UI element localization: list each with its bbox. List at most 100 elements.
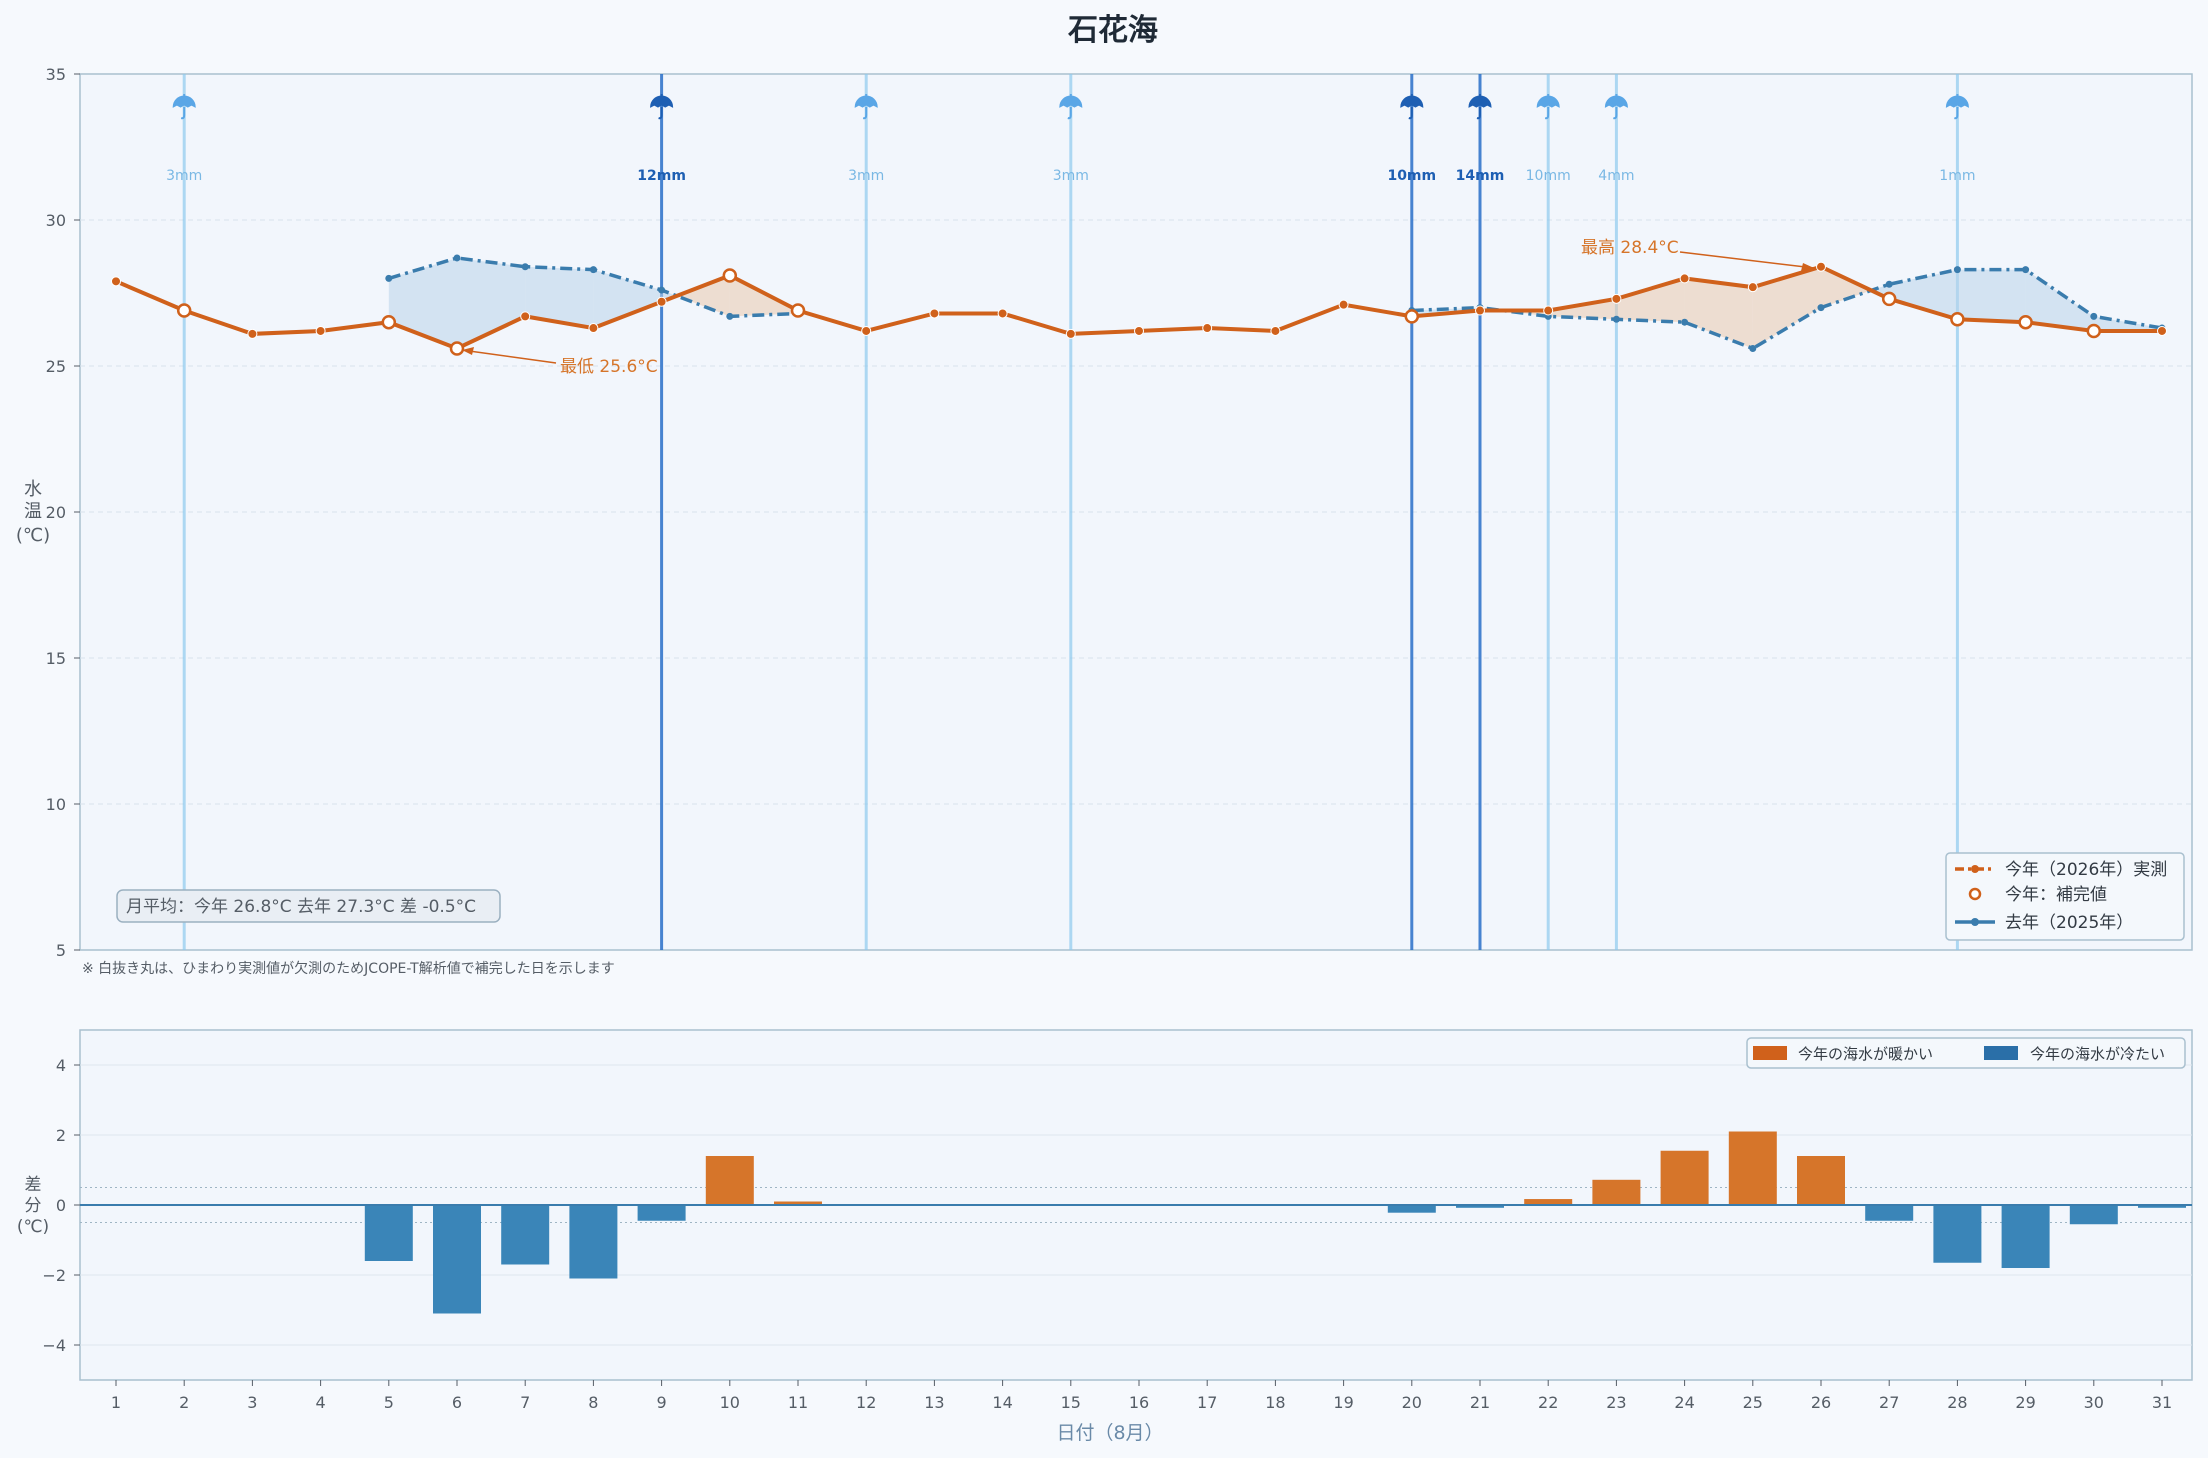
cooler-bar <box>1456 1205 1504 1208</box>
difference-bars <box>80 1131 2192 1314</box>
filled-value-point <box>2018 314 2033 330</box>
x-tick-label: 21 <box>1470 1393 1490 1412</box>
svg-text:分: 分 <box>25 1196 42 1216</box>
this-year-point <box>1816 261 1826 272</box>
filled-value-point <box>1881 291 1897 307</box>
this-year-point <box>2157 325 2167 336</box>
x-tick-label: 13 <box>924 1393 944 1412</box>
rain-amount-label: 10mm <box>1526 168 1571 184</box>
legend-item-filled-value: 今年：補完値 <box>1968 885 2107 905</box>
x-tick-label: 9 <box>657 1393 667 1412</box>
cooler-fill <box>457 257 526 349</box>
cooler-bar <box>1865 1205 1914 1221</box>
filled-value-point <box>2086 323 2102 339</box>
x-tick-label: 3 <box>247 1393 257 1412</box>
cooler-bar <box>2001 1205 2050 1268</box>
this-year-point <box>1611 293 1622 304</box>
this-year-point <box>247 328 258 339</box>
temperature-y-axis: 5 10 15 20 25 30 35 <box>46 65 80 960</box>
x-tick-label: 25 <box>1743 1393 1763 1412</box>
last-year-point <box>385 274 393 282</box>
max-annotation: 最高 28.4°C <box>1581 238 1815 271</box>
x-tick-label: 5 <box>384 1393 394 1412</box>
rain-amount-label: 3mm <box>848 168 884 184</box>
difference-legend: 今年の海水が暖かい 今年の海水が冷たい <box>1746 1037 2186 1069</box>
min-annotation-label: 最低 25.6°C <box>560 357 658 377</box>
warmer-bar <box>1660 1150 1709 1205</box>
rain-amount-label: 3mm <box>166 168 202 184</box>
x-tick-label: 6 <box>452 1393 462 1412</box>
warmer-fill <box>1548 298 1617 320</box>
cooler-fill <box>525 266 594 329</box>
last-year-point <box>453 254 461 262</box>
temperature-gridlines <box>80 219 2192 805</box>
this-year-point <box>1202 323 1213 334</box>
x-tick-label: 11 <box>788 1393 808 1412</box>
this-year-point <box>111 276 121 287</box>
rainfall-markers: 3mm 12mm 3mm 3mm 10mm 14mm 10mm 4mm 1mm <box>166 74 1975 950</box>
legend-item-last-year: 去年（2025年） <box>1955 913 2133 933</box>
warmer-fill <box>1752 266 1821 349</box>
cooler-bar <box>433 1205 481 1314</box>
cooler-fill <box>593 269 662 329</box>
x-tick-label: 24 <box>1674 1393 1694 1412</box>
cooler-fill <box>388 257 457 349</box>
this-year-point <box>1338 299 1349 310</box>
this-year-point <box>656 296 667 307</box>
last-year-point <box>1681 318 1689 326</box>
x-tick-label: 22 <box>1538 1393 1558 1412</box>
legend-label-cooler: 今年の海水が冷たい <box>2030 1045 2165 1063</box>
last-year-point <box>1749 344 1757 352</box>
x-tick-label: 18 <box>1265 1393 1285 1412</box>
legend-item-warmer: 今年の海水が暖かい <box>1753 1045 1933 1063</box>
last-year-point <box>1612 315 1620 323</box>
y-tick-label: 15 <box>46 649 66 668</box>
monthly-summary-box: 月平均：今年 26.8°C 去年 27.3°C 差 -0.5°C <box>116 889 501 923</box>
last-year-point <box>589 266 597 274</box>
last-year-point <box>1953 266 1961 274</box>
cooler-bar <box>2069 1205 2118 1225</box>
last-year-point <box>658 286 666 294</box>
x-tick-label: 29 <box>2015 1393 2035 1412</box>
legend-label-this-year: 今年（2026年）実測 <box>2005 860 2167 880</box>
last-year-point <box>1885 280 1893 288</box>
last-year-point <box>521 263 529 271</box>
y-tick-label: 30 <box>46 211 66 230</box>
warmer-bar <box>774 1201 822 1205</box>
svg-text:差: 差 <box>25 1175 42 1195</box>
y-tick-label: 25 <box>46 357 66 376</box>
x-tick-label: 19 <box>1333 1393 1353 1412</box>
this-year-point <box>1747 282 1758 293</box>
cooler-bar <box>501 1205 550 1265</box>
rain-amount-label: 1mm <box>1939 168 1975 184</box>
x-tick-label: 16 <box>1129 1393 1149 1412</box>
legend-item-cooler: 今年の海水が冷たい <box>1984 1045 2165 1063</box>
warmer-fill <box>1684 278 1753 349</box>
svg-text:(℃): (℃) <box>17 1217 49 1237</box>
min-annotation: 最低 25.6°C <box>461 347 658 377</box>
this-year-point <box>588 323 599 334</box>
cooler-bar <box>1933 1205 1982 1263</box>
x-tick-label: 10 <box>720 1393 740 1412</box>
x-tick-label: 4 <box>316 1393 326 1412</box>
warmer-bar <box>1592 1179 1641 1205</box>
cooler-fill <box>1889 269 1958 320</box>
warmer-bar <box>1797 1156 1845 1205</box>
this-year-point <box>1679 273 1690 284</box>
x-tick-label: 2 <box>179 1393 189 1412</box>
this-year-point <box>997 308 1008 319</box>
warmer-bar <box>1524 1199 1573 1205</box>
difference-y-axis: −4 −2 0 2 4 <box>42 1056 80 1355</box>
x-tick-label: 15 <box>1061 1393 1081 1412</box>
x-tick-label: 23 <box>1606 1393 1626 1412</box>
last-year-point <box>2022 266 2030 274</box>
filled-value-point <box>790 303 806 318</box>
y-tick-label: 5 <box>56 941 66 960</box>
x-tick-label: 7 <box>520 1393 530 1412</box>
x-tick-label: 30 <box>2084 1393 2104 1412</box>
y-tick-label: 10 <box>46 795 66 814</box>
warmer-fill <box>1821 266 1872 308</box>
this-year-point <box>1475 305 1485 316</box>
last-year-point <box>726 312 734 320</box>
legend-item-this-year: 今年（2026年）実測 <box>1955 860 2167 880</box>
